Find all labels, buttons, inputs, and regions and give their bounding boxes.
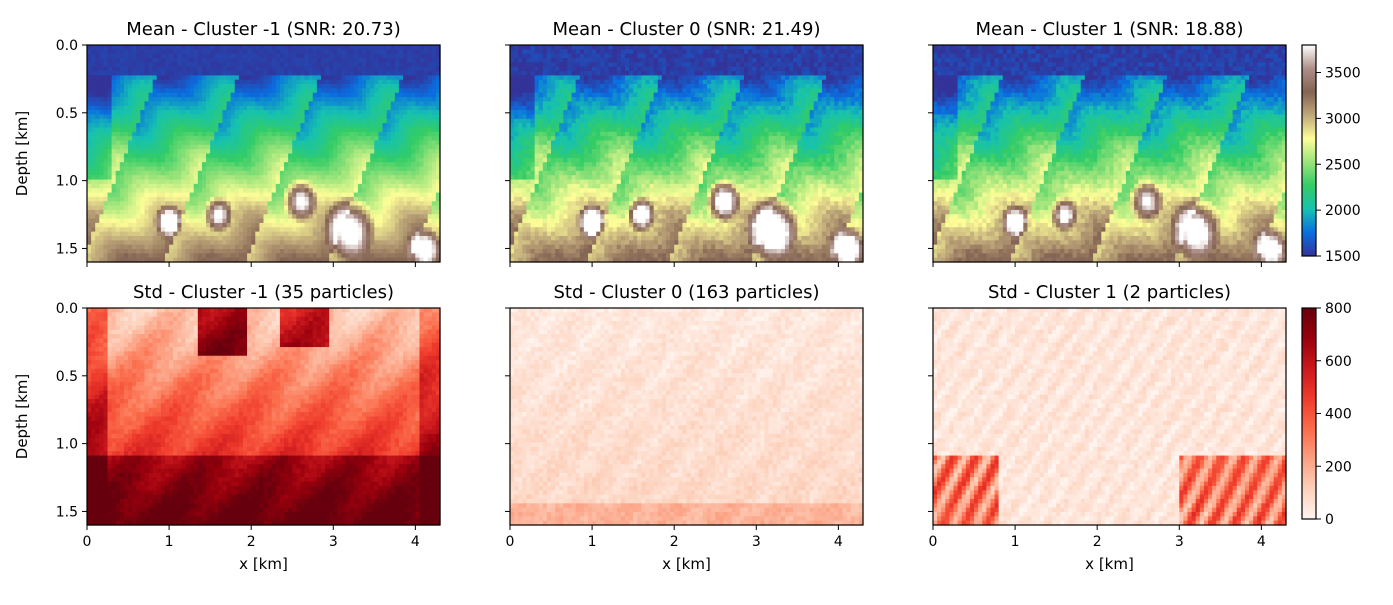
x-tick-label: 3 xyxy=(752,534,761,550)
x-tick-label: 1 xyxy=(1011,534,1020,550)
colorbar-tick-label: 2000 xyxy=(1325,203,1361,219)
panel-title: Std - Cluster 0 (163 particles) xyxy=(553,282,819,303)
x-tick-label: 1 xyxy=(165,534,174,550)
x-tick-label: 4 xyxy=(1257,534,1266,550)
panel-title: Std - Cluster -1 (35 particles) xyxy=(133,282,394,303)
y-tick-label: 0.5 xyxy=(56,106,78,122)
colorbar-std xyxy=(1302,308,1321,519)
colorbar-tick-label: 3500 xyxy=(1325,66,1361,82)
y-tick-label: 1.5 xyxy=(56,504,78,520)
heatmap-image xyxy=(510,45,864,263)
y-tick-label: 1.0 xyxy=(56,437,78,453)
x-tick-label: 1 xyxy=(588,534,597,550)
colorbar-tick-label: 0 xyxy=(1325,512,1334,528)
heatmap-image xyxy=(87,308,441,526)
x-axis-label: x [km] xyxy=(1085,555,1134,573)
panel-mean-cluster-0 xyxy=(510,45,864,263)
y-tick-label: 1.0 xyxy=(56,174,78,190)
x-tick-label: 3 xyxy=(1175,534,1184,550)
y-tick-label: 1.5 xyxy=(56,241,78,257)
colorbar-tick-label: 1500 xyxy=(1325,249,1361,265)
colorbar-tick-label: 200 xyxy=(1325,459,1352,475)
y-tick-label: 0.5 xyxy=(56,369,78,385)
x-tick-label: 0 xyxy=(83,534,92,550)
panel-std-cluster-1 xyxy=(933,308,1287,526)
colorbar-tick-label: 600 xyxy=(1325,354,1352,370)
panel-title: Mean - Cluster -1 (SNR: 20.73) xyxy=(126,19,400,40)
x-tick-label: 4 xyxy=(834,534,843,550)
panel-std-cluster--1 xyxy=(87,308,441,526)
x-tick-label: 3 xyxy=(329,534,338,550)
x-tick-label: 4 xyxy=(411,534,420,550)
x-axis-label: x [km] xyxy=(662,555,711,573)
panel-title: Mean - Cluster 1 (SNR: 18.88) xyxy=(976,19,1244,40)
heatmap-image xyxy=(510,308,864,526)
panel-mean-cluster-1 xyxy=(933,45,1287,263)
heatmap-image xyxy=(933,308,1287,526)
heatmap-image xyxy=(933,45,1287,263)
panel-title: Mean - Cluster 0 (SNR: 21.49) xyxy=(553,19,821,40)
colorbar-tick-label: 2500 xyxy=(1325,157,1361,173)
colorbar-mean xyxy=(1302,45,1321,256)
x-tick-label: 0 xyxy=(506,534,515,550)
x-tick-label: 2 xyxy=(247,534,256,550)
x-tick-label: 2 xyxy=(1093,534,1102,550)
x-tick-label: 2 xyxy=(670,534,679,550)
x-axis-label: x [km] xyxy=(239,555,288,573)
y-axis-label: Depth [km] xyxy=(13,374,31,459)
colorbar-tick-label: 3000 xyxy=(1325,111,1361,127)
colorbar-tick-label: 800 xyxy=(1325,301,1352,317)
y-tick-label: 0.0 xyxy=(56,38,78,54)
panel-std-cluster-0 xyxy=(510,308,864,526)
y-axis-label: Depth [km] xyxy=(13,111,31,196)
panel-title: Std - Cluster 1 (2 particles) xyxy=(988,282,1231,303)
heatmap-image xyxy=(87,45,441,263)
y-tick-label: 0.0 xyxy=(56,301,78,317)
colorbar-tick-label: 400 xyxy=(1325,407,1352,423)
panel-mean-cluster--1 xyxy=(87,45,441,263)
x-tick-label: 0 xyxy=(929,534,938,550)
